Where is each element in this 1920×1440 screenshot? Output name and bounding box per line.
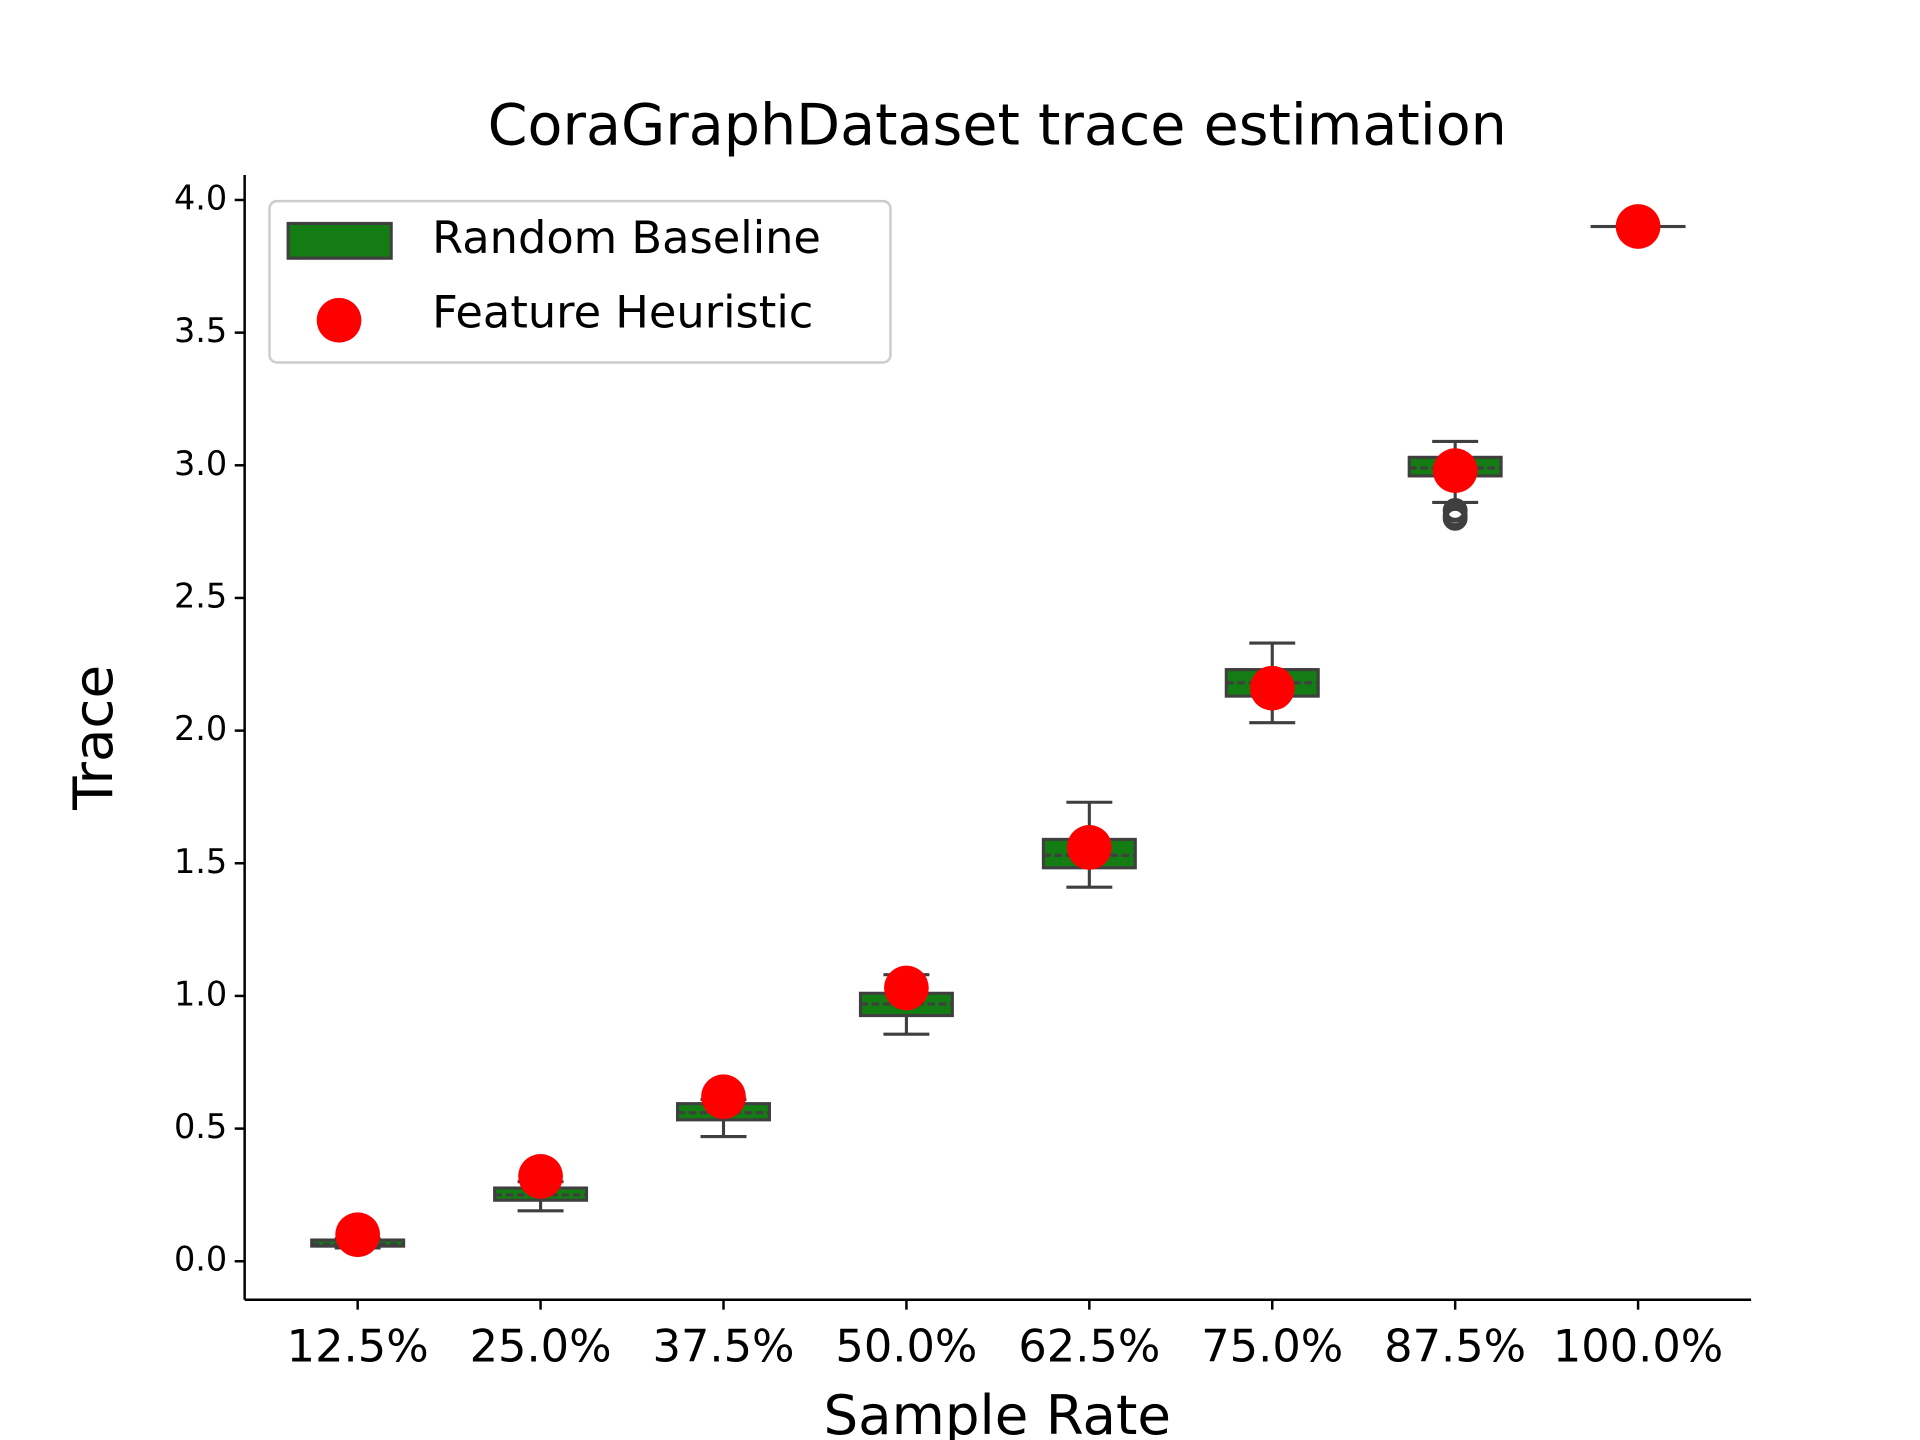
outlier <box>1442 505 1468 531</box>
chart-title: CoraGraphDataset trace estimation <box>488 93 1507 159</box>
x-tick-label: 25.0% <box>470 1320 612 1372</box>
heuristic-point <box>884 965 929 1011</box>
y-tick-label: 0.5 <box>174 1107 227 1146</box>
heuristic-point <box>335 1212 381 1258</box>
x-axis-label: Sample Rate <box>824 1383 1172 1440</box>
legend-label: Feature Heuristic <box>432 286 813 338</box>
legend-frame <box>268 199 892 364</box>
y-tick-label: 3.0 <box>174 444 227 483</box>
heuristic-point <box>701 1074 746 1120</box>
heuristic-point <box>1432 448 1478 493</box>
x-tick-label: 62.5% <box>1018 1320 1160 1372</box>
x-tick-label: 100.0% <box>1553 1320 1723 1372</box>
x-tick-label: 87.5% <box>1384 1320 1526 1372</box>
legend-marker <box>316 297 362 343</box>
heuristic-point <box>518 1154 563 1199</box>
legend-swatch <box>286 221 393 260</box>
y-tick-label: 3.5 <box>174 311 227 350</box>
legend-label: Random Baseline <box>432 212 821 264</box>
y-axis-label: Trace <box>61 665 125 811</box>
y-tick-label: 0.0 <box>174 1240 227 1279</box>
x-tick-label: 37.5% <box>653 1320 795 1372</box>
y-tick-label: 1.0 <box>174 974 227 1013</box>
x-tick-label: 12.5% <box>287 1320 429 1372</box>
y-tick-label: 1.5 <box>174 842 227 881</box>
heuristic-point <box>1066 825 1112 870</box>
x-tick-label: 75.0% <box>1201 1320 1343 1372</box>
heuristic-point <box>1249 665 1295 711</box>
x-tick-label: 50.0% <box>835 1320 977 1372</box>
y-tick-label: 4.0 <box>174 178 227 217</box>
heuristic-point <box>1615 204 1661 249</box>
y-tick-label: 2.5 <box>174 576 227 615</box>
y-tick-label: 2.0 <box>174 709 227 748</box>
